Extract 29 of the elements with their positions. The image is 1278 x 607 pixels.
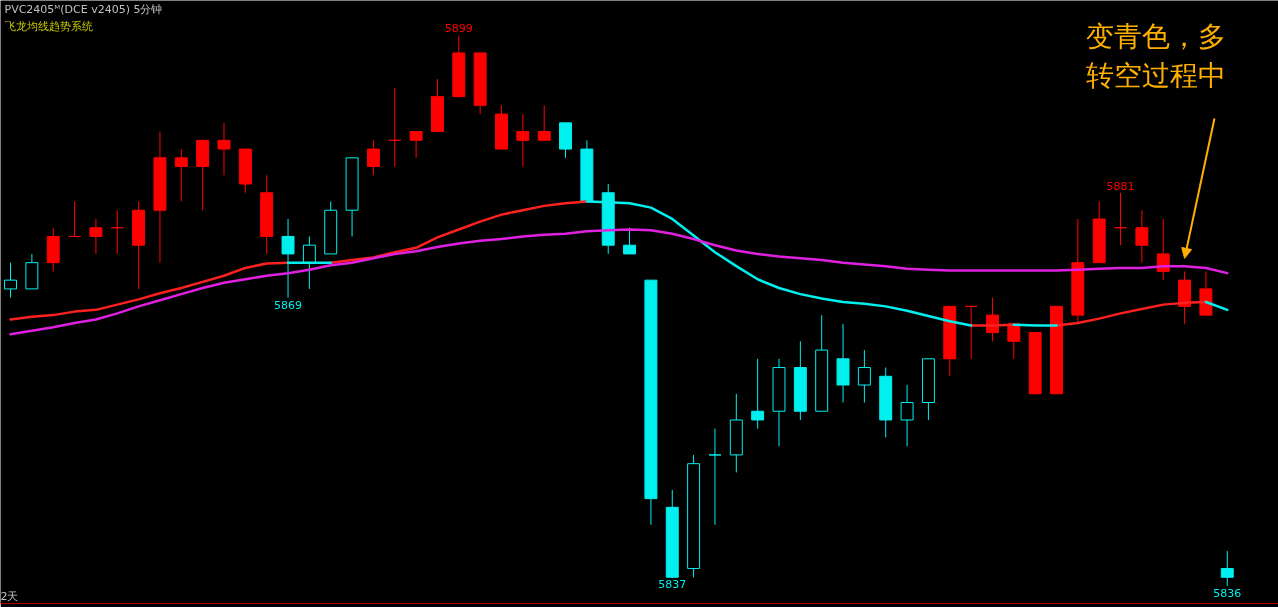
text: 飞龙均线趋势系统 — [4, 19, 93, 33]
candlestick — [964, 305, 978, 360]
candlestick — [516, 113, 530, 168]
candlestick — [174, 148, 188, 202]
candlestick — [751, 358, 765, 430]
candlestick — [89, 218, 103, 255]
candlestick — [900, 384, 914, 447]
candlestick — [409, 131, 423, 159]
annotation: 5899 — [444, 22, 473, 36]
candlestick — [388, 87, 402, 168]
annotation: 5881 — [1106, 179, 1135, 193]
annotation: 5869 — [274, 298, 303, 312]
candlestick — [4, 262, 18, 299]
candlestick — [366, 139, 380, 176]
chart-title: PVC2405ᴹ(DCE v2405) 5分钟 — [4, 2, 163, 16]
candlestick — [110, 209, 124, 255]
annotation: 2天 — [0, 589, 19, 603]
candlestick — [1007, 323, 1021, 360]
candlestick — [1135, 209, 1149, 264]
candlestick — [708, 428, 722, 526]
candlestick — [857, 349, 871, 403]
annotation: 变青色，多转空过程中 — [1086, 19, 1227, 93]
annotation: 5836 — [1213, 587, 1242, 601]
candlestick — [1114, 192, 1128, 246]
candlestick — [217, 122, 231, 176]
candlestick — [68, 201, 82, 237]
candlestick — [537, 104, 551, 141]
candlestick — [1220, 550, 1234, 587]
annotation: 5837 — [658, 578, 687, 592]
